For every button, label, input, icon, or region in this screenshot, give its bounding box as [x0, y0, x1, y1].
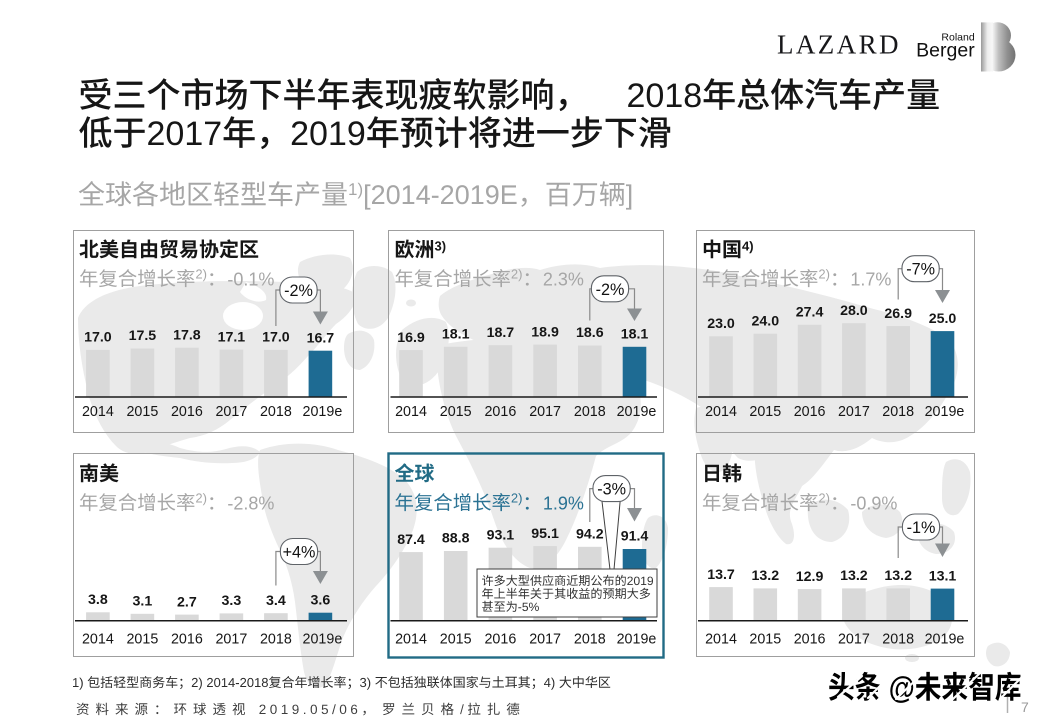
svg-text:-2%: -2% [596, 281, 625, 299]
svg-text:2019e: 2019e [925, 632, 965, 648]
svg-text:18.9: 18.9 [531, 324, 559, 340]
svg-text:2019e: 2019e [617, 404, 657, 420]
svg-text:-3%: -3% [597, 481, 626, 499]
svg-text:2014: 2014 [82, 404, 114, 420]
svg-text:88.8: 88.8 [442, 531, 470, 547]
svg-text:2014: 2014 [82, 632, 114, 648]
svg-text:18.6: 18.6 [576, 325, 604, 341]
svg-text:-2.8%: -2.8% [227, 494, 274, 514]
svg-text:-0.9%: -0.9% [850, 494, 897, 514]
svg-text:2016: 2016 [484, 632, 516, 648]
svg-text:-0.1%: -0.1% [227, 270, 274, 290]
svg-text:13.2: 13.2 [840, 568, 868, 584]
svg-text:2017: 2017 [215, 404, 247, 420]
svg-text:28.0: 28.0 [840, 303, 868, 319]
svg-text:2017: 2017 [838, 404, 870, 420]
svg-text:17.1: 17.1 [218, 329, 246, 345]
svg-text:1.7%: 1.7% [850, 270, 891, 290]
svg-text:17.8: 17.8 [173, 327, 201, 343]
svg-text:18.7: 18.7 [487, 325, 515, 341]
svg-text:2.7: 2.7 [177, 594, 197, 610]
svg-text:2017: 2017 [529, 632, 561, 648]
svg-text:2019e: 2019e [617, 632, 657, 648]
svg-text:2016: 2016 [171, 404, 203, 420]
svg-text:13.7: 13.7 [707, 567, 735, 583]
svg-text:26.9: 26.9 [884, 306, 912, 322]
svg-text:3.6: 3.6 [311, 592, 331, 608]
svg-text:27.4: 27.4 [796, 305, 824, 321]
svg-text:95.1: 95.1 [531, 526, 559, 542]
svg-text:91.4: 91.4 [621, 529, 649, 545]
svg-text:2014: 2014 [395, 404, 427, 420]
svg-text:2014: 2014 [705, 632, 737, 648]
svg-text:2016: 2016 [794, 632, 826, 648]
svg-text:94.2: 94.2 [576, 527, 604, 543]
svg-text:2016: 2016 [484, 404, 516, 420]
svg-text:17.0: 17.0 [84, 330, 112, 346]
svg-text:17.0: 17.0 [262, 330, 290, 346]
svg-text:2014: 2014 [395, 632, 427, 648]
svg-text:2016: 2016 [171, 632, 203, 648]
svg-text:18.1: 18.1 [442, 327, 470, 343]
svg-text:-1%: -1% [907, 519, 936, 537]
svg-text:2015: 2015 [440, 632, 472, 648]
svg-text:3.8: 3.8 [88, 592, 108, 608]
svg-text:LAZARD: LAZARD [777, 30, 901, 60]
svg-text:Berger: Berger [916, 40, 975, 62]
svg-text:2018: 2018 [574, 632, 606, 648]
svg-text:2015: 2015 [440, 404, 472, 420]
svg-text:2018: 2018 [260, 404, 292, 420]
svg-text:2015: 2015 [749, 404, 781, 420]
svg-text:3.4: 3.4 [266, 593, 286, 609]
svg-text:2014: 2014 [705, 404, 737, 420]
svg-text:24.0: 24.0 [751, 313, 779, 329]
svg-text:13.1: 13.1 [929, 568, 957, 584]
svg-text:-2%: -2% [284, 282, 313, 300]
svg-text:13.2: 13.2 [884, 568, 912, 584]
svg-text:2019e: 2019e [303, 632, 343, 648]
svg-text:2018: 2018 [260, 632, 292, 648]
svg-text:23.0: 23.0 [707, 316, 735, 332]
svg-text:2017: 2017 [215, 632, 247, 648]
svg-text:16.9: 16.9 [397, 330, 425, 346]
svg-text:Roland: Roland [941, 32, 974, 44]
svg-text:3.1: 3.1 [133, 594, 153, 610]
svg-text:7: 7 [1021, 699, 1029, 715]
svg-text:25.0: 25.0 [929, 311, 957, 327]
svg-text:2018: 2018 [882, 632, 914, 648]
svg-text:2019e: 2019e [303, 404, 343, 420]
svg-text:2.3%: 2.3% [543, 270, 584, 290]
svg-text:2017: 2017 [529, 404, 561, 420]
svg-text:+4%: +4% [283, 544, 316, 562]
svg-text:2016: 2016 [794, 404, 826, 420]
svg-text:3.3: 3.3 [222, 593, 242, 609]
svg-text:2015: 2015 [749, 632, 781, 648]
svg-text:1.9%: 1.9% [543, 494, 584, 514]
svg-text:18.1: 18.1 [621, 327, 649, 343]
svg-text:93.1: 93.1 [487, 527, 515, 543]
svg-text:13.2: 13.2 [751, 568, 779, 584]
svg-text:2019e: 2019e [925, 404, 965, 420]
svg-text:-7%: -7% [906, 261, 935, 279]
svg-text:12.9: 12.9 [796, 569, 824, 585]
svg-text:16.7: 16.7 [307, 330, 335, 346]
svg-text:2018: 2018 [574, 404, 606, 420]
svg-text:2017: 2017 [838, 632, 870, 648]
svg-text:2018: 2018 [882, 404, 914, 420]
svg-text:87.4: 87.4 [397, 532, 425, 548]
svg-text:17.5: 17.5 [129, 328, 157, 344]
svg-text:2015: 2015 [126, 404, 158, 420]
svg-text:2015: 2015 [126, 632, 158, 648]
